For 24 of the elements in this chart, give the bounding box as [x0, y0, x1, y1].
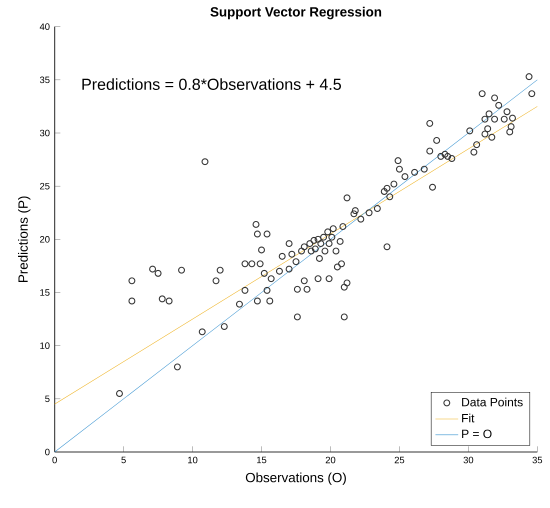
x-tick-label: 25: [394, 456, 404, 464]
x-tick-label: 35: [532, 456, 542, 464]
x-tick-label: 0: [52, 456, 57, 464]
legend-label: P = O: [462, 430, 492, 438]
x-tick-label: 10: [188, 456, 198, 464]
y-tick-label: 25: [40, 182, 50, 190]
x-tick-label: 30: [464, 456, 474, 464]
x-tick-label: 15: [257, 456, 266, 464]
x-tick-label: 20: [326, 456, 336, 464]
y-tick-label: 15: [40, 289, 50, 296]
y-tick-label: 30: [40, 130, 50, 136]
y-tick-label: 35: [40, 76, 50, 84]
y-tick-label: 40: [40, 23, 50, 30]
y-tick-label: 0: [45, 448, 50, 456]
y-tick-label: 5: [45, 396, 50, 402]
legend-label: Fit: [462, 414, 474, 422]
x-axis-title: Observations (O): [246, 472, 346, 485]
y-tick-label: 10: [40, 342, 50, 349]
y-axis-title: Predictions (P): [18, 196, 30, 282]
x-tick-label: 5: [121, 456, 126, 464]
chart-title: Support Vector Regression: [210, 6, 382, 20]
legend-label: Data Points: [462, 398, 523, 406]
annotation: Predictions = 0.8*Observations + 4.5: [82, 78, 341, 90]
y-tick-label: 20: [40, 236, 50, 243]
